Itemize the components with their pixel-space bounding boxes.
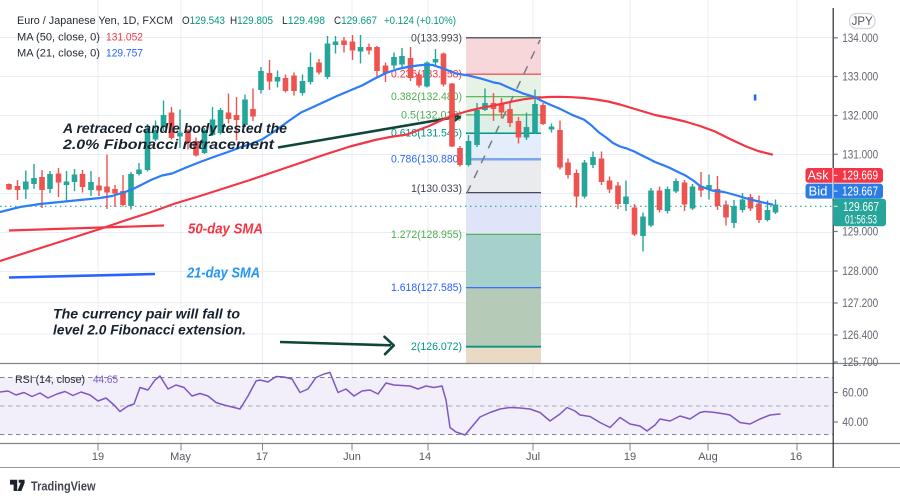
svg-text:01:56:53: 01:56:53: [845, 215, 877, 227]
svg-text:129.667: 129.667: [843, 200, 879, 214]
svg-text:125.700: 125.700: [842, 357, 878, 369]
svg-text:Euro / Japanese Yen, 1D, FXCM: Euro / Japanese Yen, 1D, FXCM: [17, 15, 173, 27]
svg-text:May: May: [170, 451, 191, 463]
svg-text:129.669: 129.669: [842, 169, 878, 183]
svg-text:C129.667: C129.667: [334, 15, 377, 27]
svg-text:128.000: 128.000: [842, 266, 878, 278]
svg-text:level 2.0 Fibonacci extension.: level 2.0 Fibonacci extension.: [53, 322, 246, 338]
svg-text:2.0% Fibonacci retracement: 2.0% Fibonacci retracement: [62, 136, 276, 152]
svg-text:0.382(132.480): 0.382(132.480): [391, 91, 462, 103]
svg-text:129.000: 129.000: [842, 227, 878, 239]
svg-text:14: 14: [419, 451, 431, 463]
svg-text:129.667: 129.667: [842, 184, 878, 198]
svg-text:126.400: 126.400: [842, 330, 878, 342]
svg-text:132.000: 132.000: [842, 111, 878, 123]
svg-text:0.618(131.545): 0.618(131.545): [391, 128, 462, 140]
svg-text:131.000: 131.000: [842, 149, 878, 161]
svg-text:50-day SMA: 50-day SMA: [188, 222, 263, 238]
svg-text:129.757: 129.757: [106, 48, 143, 60]
svg-text:RSI (14, close): RSI (14, close): [15, 374, 85, 386]
svg-text:1.272(128.955): 1.272(128.955): [391, 229, 462, 241]
svg-text:131.052: 131.052: [106, 32, 143, 44]
svg-text:1(130.033): 1(130.033): [411, 183, 462, 195]
svg-text:19: 19: [624, 451, 636, 463]
svg-text:40.00: 40.00: [842, 417, 868, 429]
svg-text:The currency pair will fall to: The currency pair will fall to: [53, 306, 240, 322]
svg-text:44.65: 44.65: [93, 374, 118, 386]
svg-text:+0.124 (+0.10%): +0.124 (+0.10%): [384, 15, 456, 27]
svg-text:17: 17: [256, 451, 268, 463]
svg-text:JPY: JPY: [852, 16, 873, 28]
svg-text:16: 16: [790, 451, 802, 463]
svg-text:TradingView: TradingView: [31, 480, 96, 494]
svg-text:L129.498: L129.498: [282, 15, 325, 27]
svg-text:Ask: Ask: [808, 169, 830, 183]
svg-text:MA (21, close, 0): MA (21, close, 0): [17, 48, 100, 60]
svg-text:0(133.993): 0(133.993): [411, 32, 462, 44]
svg-text:2(126.072): 2(126.072): [411, 341, 462, 353]
svg-text:133.000: 133.000: [842, 72, 878, 84]
svg-text:O129.543: O129.543: [182, 15, 225, 27]
svg-text:Jun: Jun: [343, 451, 361, 463]
svg-text:0.786(130.880): 0.786(130.880): [391, 154, 462, 166]
svg-text:Bid: Bid: [809, 184, 828, 198]
svg-text:MA (50, close, 0): MA (50, close, 0): [17, 32, 100, 44]
svg-text:1.618(127.585): 1.618(127.585): [391, 282, 462, 294]
svg-text:Jul: Jul: [526, 451, 540, 463]
svg-text:134.000: 134.000: [842, 33, 878, 45]
svg-text:127.200: 127.200: [842, 298, 878, 310]
svg-text:19: 19: [92, 451, 104, 463]
svg-text:21-day SMA: 21-day SMA: [186, 266, 260, 282]
svg-text:H129.805: H129.805: [230, 15, 273, 27]
svg-text:Aug: Aug: [698, 451, 718, 463]
svg-text:60.00: 60.00: [842, 388, 868, 400]
svg-text:A retraced candle body tested: A retraced candle body tested the: [62, 120, 287, 136]
